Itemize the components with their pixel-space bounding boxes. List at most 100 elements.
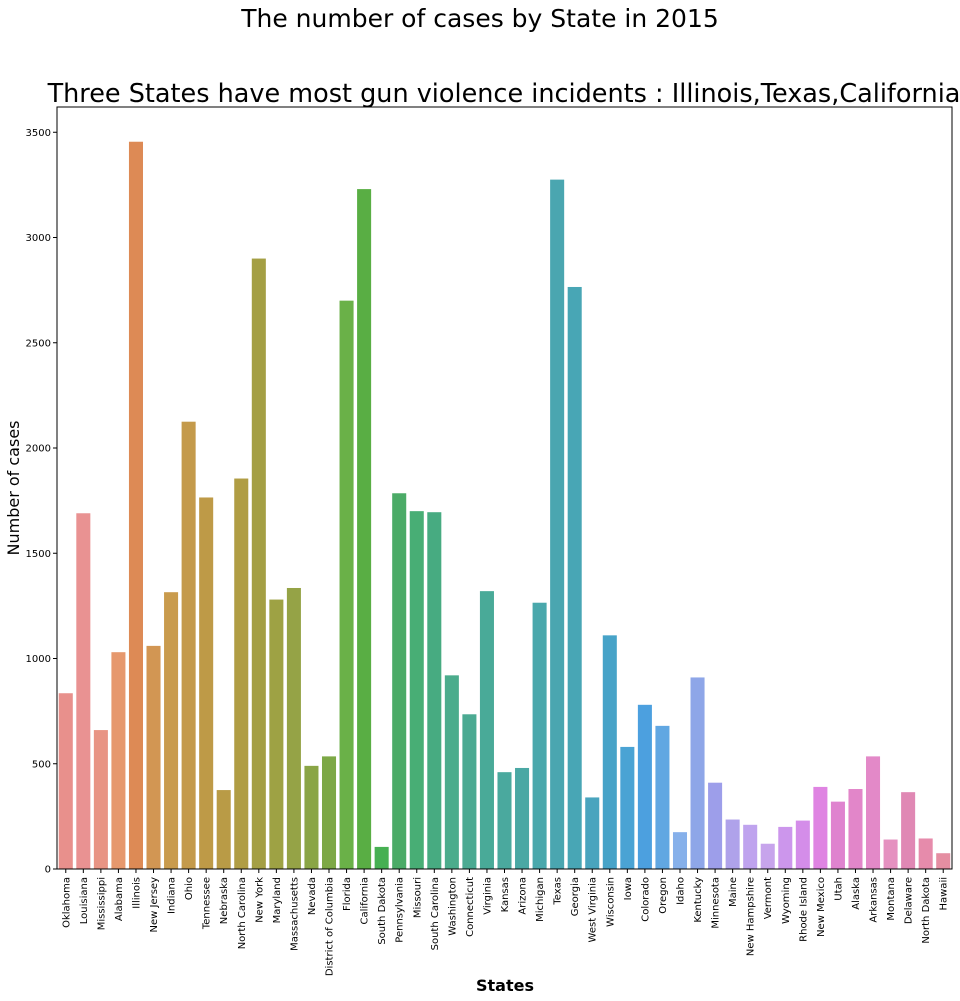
y-tick-label: 2000 <box>26 444 51 455</box>
bar-louisiana <box>76 513 91 869</box>
bar-district-of-columbia <box>321 756 337 869</box>
y-tick-label: 2500 <box>26 338 51 349</box>
bar-montana <box>883 839 898 869</box>
bar-indiana <box>164 592 179 869</box>
x-tick-label: Hawaii <box>939 877 950 911</box>
bar-north-carolina <box>234 478 249 869</box>
bar-pennsylvania <box>392 493 407 869</box>
bar-hawaii <box>936 853 951 869</box>
x-tick-label: Georgia <box>570 877 581 916</box>
bar-colorado <box>637 704 652 869</box>
x-tick-label: California <box>360 877 371 925</box>
bar-alaska <box>848 789 863 869</box>
bar-new-mexico <box>813 786 828 869</box>
x-tick-label: Utah <box>833 877 844 901</box>
bar-idaho <box>672 832 688 869</box>
bar-kansas <box>497 772 512 869</box>
y-tick-label: 1000 <box>26 654 51 665</box>
y-axis: 0 500 1000 1500 2000 2500 3000 3500 <box>26 128 57 876</box>
x-tick-label: New Mexico <box>816 877 827 937</box>
y-tick-label: 0 <box>45 865 51 876</box>
x-tick-label: District of Columbia <box>325 877 336 976</box>
x-axis: Oklahoma Louisiana Mississippi Alabama Illin… <box>61 869 950 976</box>
bar-alabama <box>111 652 126 869</box>
x-tick-label: North Carolina <box>237 877 248 949</box>
bar-south-dakota <box>374 846 389 869</box>
bar-texas <box>550 179 565 869</box>
bar-vermont <box>760 843 775 869</box>
x-tick-label: New Jersey <box>149 877 160 933</box>
x-tick-label: Illinois <box>131 877 142 909</box>
x-axis-label: States <box>476 976 534 995</box>
x-tick-label: Minnesota <box>711 877 722 929</box>
figure-suptitle: The number of cases by State in 2015 <box>241 4 719 33</box>
x-tick-label: Rhode Island <box>798 877 809 942</box>
x-tick-label: Pennsylvania <box>395 877 406 943</box>
x-tick-label: Arizona <box>518 877 529 915</box>
bar-massachusetts <box>286 587 301 869</box>
y-tick-label: 1500 <box>26 549 51 560</box>
x-tick-label: Wisconsin <box>605 877 616 927</box>
x-tick-label: Indiana <box>167 877 178 914</box>
bar-west-virginia <box>585 797 600 869</box>
x-tick-label: Florida <box>342 877 353 911</box>
x-tick-label: New York <box>254 877 265 923</box>
bar-new-hampshire <box>743 824 758 869</box>
bar-wisconsin <box>602 635 617 869</box>
x-tick-label: Oklahoma <box>61 877 72 928</box>
x-tick-label: Alaska <box>851 877 862 910</box>
bar-mississippi <box>93 730 108 869</box>
x-tick-label: New Hampshire <box>746 877 757 956</box>
x-tick-label: South Carolina <box>430 877 441 950</box>
bar-north-dakota <box>918 838 933 869</box>
x-tick-label: Maryland <box>272 877 283 923</box>
bar-nebraska <box>216 790 231 869</box>
bar-rhode-island <box>795 820 810 869</box>
x-tick-label: Maine <box>728 877 739 907</box>
bar-maryland <box>269 599 284 869</box>
x-tick-label: Montana <box>886 877 897 921</box>
bar-florida <box>339 300 354 869</box>
bar-wyoming <box>778 826 793 869</box>
x-tick-label: Arkansas <box>869 877 880 923</box>
y-tick-label: 3000 <box>26 233 51 244</box>
bar-maine <box>725 819 740 869</box>
bar-virginia <box>479 591 494 869</box>
x-tick-label: Colorado <box>640 877 651 922</box>
bar-illinois <box>128 141 143 869</box>
y-tick-label: 3500 <box>26 128 51 139</box>
x-tick-label: Texas <box>553 877 564 906</box>
x-tick-label: Virginia <box>482 877 493 915</box>
x-tick-label: Mississippi <box>96 877 107 930</box>
bar-washington <box>444 675 459 869</box>
bar-tennessee <box>199 497 214 869</box>
bar-michigan <box>532 602 547 869</box>
x-tick-label: Connecticut <box>465 877 476 937</box>
bar-connecticut <box>462 714 477 869</box>
x-tick-label: Vermont <box>763 877 774 919</box>
x-tick-label: Washington <box>447 877 458 936</box>
y-axis-label: Number of cases <box>4 421 23 556</box>
bar-iowa <box>620 746 635 869</box>
plot-frame <box>56 106 953 870</box>
bar-arkansas <box>866 756 881 869</box>
x-tick-label: West Virginia <box>588 877 599 942</box>
bar-delaware <box>901 792 916 869</box>
x-tick-label: Iowa <box>623 877 634 900</box>
x-tick-label: Louisiana <box>79 877 90 924</box>
bar-south-carolina <box>427 512 442 869</box>
bar-california <box>357 189 372 869</box>
x-tick-label: Kentucky <box>693 877 704 923</box>
bar-ohio <box>181 421 196 869</box>
bar-new-york <box>251 258 266 870</box>
bar-kentucky <box>690 677 705 869</box>
x-tick-label: North Dakota <box>921 877 932 944</box>
y-tick-label: 500 <box>32 759 51 770</box>
x-tick-label: Massachusetts <box>289 877 300 951</box>
x-tick-label: Delaware <box>904 877 915 924</box>
bar-utah <box>830 801 845 869</box>
x-tick-label: Alabama <box>114 877 125 921</box>
x-tick-label: Nebraska <box>219 877 230 924</box>
x-tick-label: Idaho <box>675 877 686 905</box>
